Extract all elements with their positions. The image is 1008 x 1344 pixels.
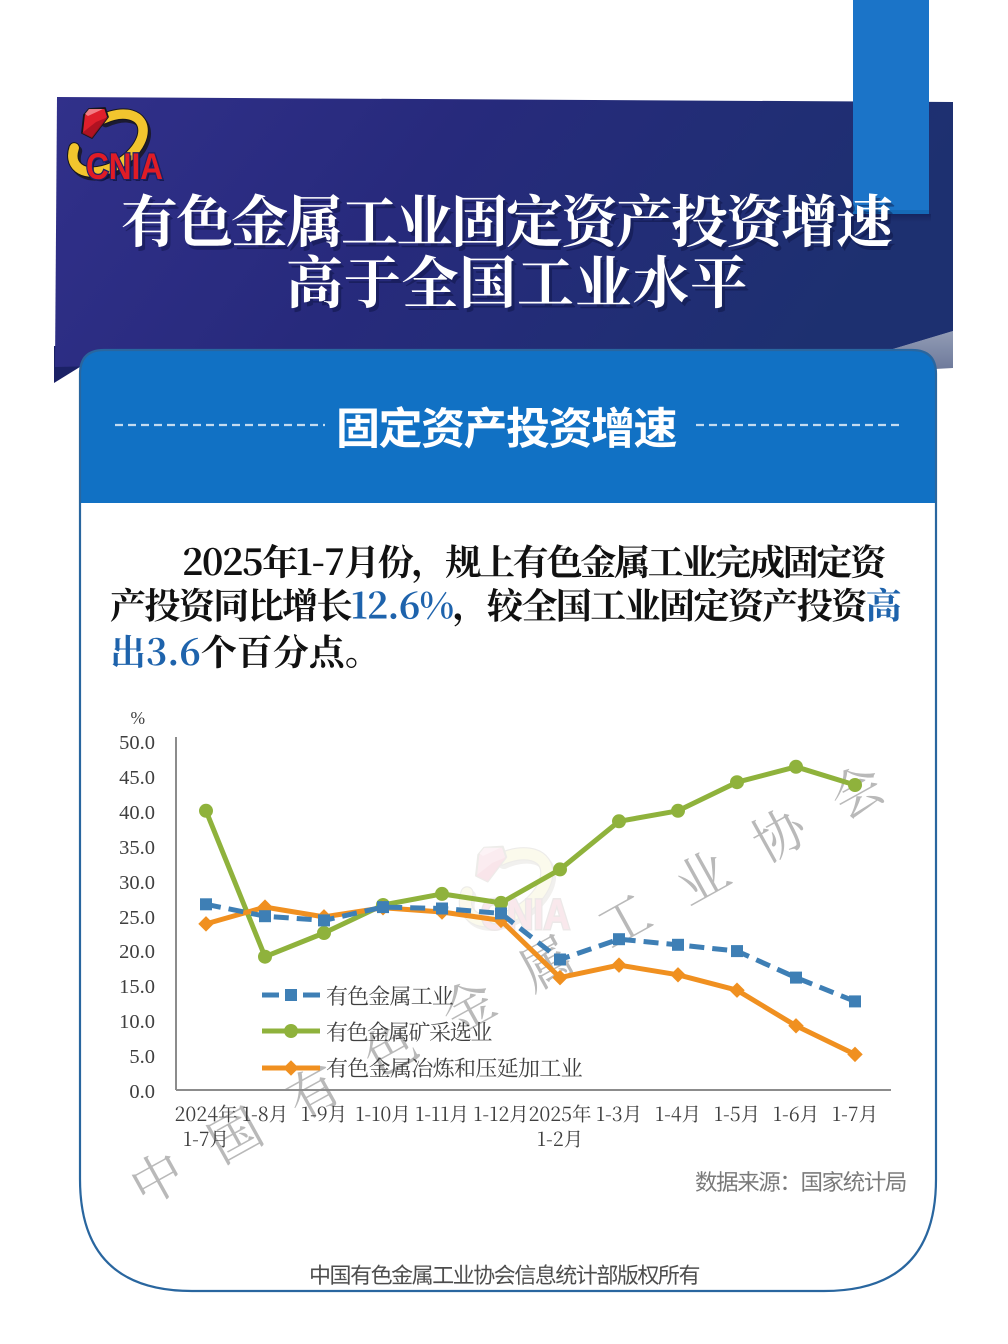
svg-text:15.0: 15.0 — [119, 976, 155, 998]
svg-text:50.0: 50.0 — [119, 732, 155, 754]
svg-text:40.0: 40.0 — [119, 802, 155, 824]
svg-text:20.0: 20.0 — [119, 941, 155, 963]
svg-text:CNIA: CNIA — [86, 146, 163, 187]
svg-text:CNIA: CNIA — [88, 148, 165, 189]
svg-text:25.0: 25.0 — [119, 907, 155, 929]
svg-text:30.0: 30.0 — [119, 872, 155, 894]
svg-text:5.0: 5.0 — [129, 1046, 155, 1068]
svg-text:45.0: 45.0 — [119, 767, 155, 789]
svg-text:35.0: 35.0 — [119, 837, 155, 859]
svg-text:0.0: 0.0 — [129, 1081, 155, 1103]
svg-text:10.0: 10.0 — [119, 1011, 155, 1033]
svg-text:%: % — [131, 708, 146, 728]
